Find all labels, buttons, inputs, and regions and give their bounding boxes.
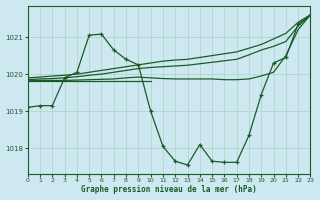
X-axis label: Graphe pression niveau de la mer (hPa): Graphe pression niveau de la mer (hPa) (81, 185, 257, 194)
